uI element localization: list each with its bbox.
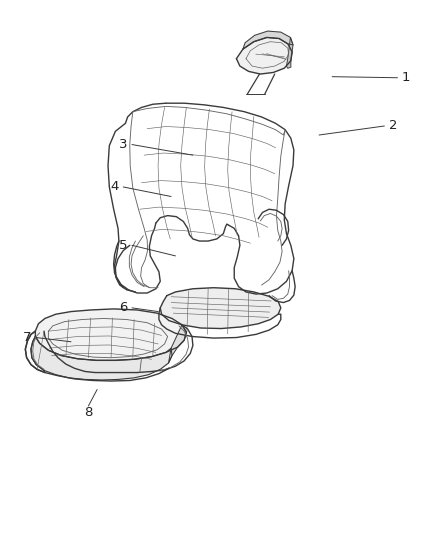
Text: 2: 2 xyxy=(389,119,397,133)
Polygon shape xyxy=(169,325,186,363)
Text: 7: 7 xyxy=(23,331,32,344)
Polygon shape xyxy=(160,288,281,328)
Text: 5: 5 xyxy=(119,239,127,252)
Text: 8: 8 xyxy=(84,406,92,419)
Polygon shape xyxy=(35,309,186,360)
Polygon shape xyxy=(286,37,293,68)
Text: 4: 4 xyxy=(110,181,119,193)
Text: 3: 3 xyxy=(119,138,127,151)
Text: 6: 6 xyxy=(119,301,127,314)
Text: 1: 1 xyxy=(402,71,410,84)
Polygon shape xyxy=(243,31,293,49)
Polygon shape xyxy=(237,37,292,74)
Polygon shape xyxy=(31,336,172,380)
